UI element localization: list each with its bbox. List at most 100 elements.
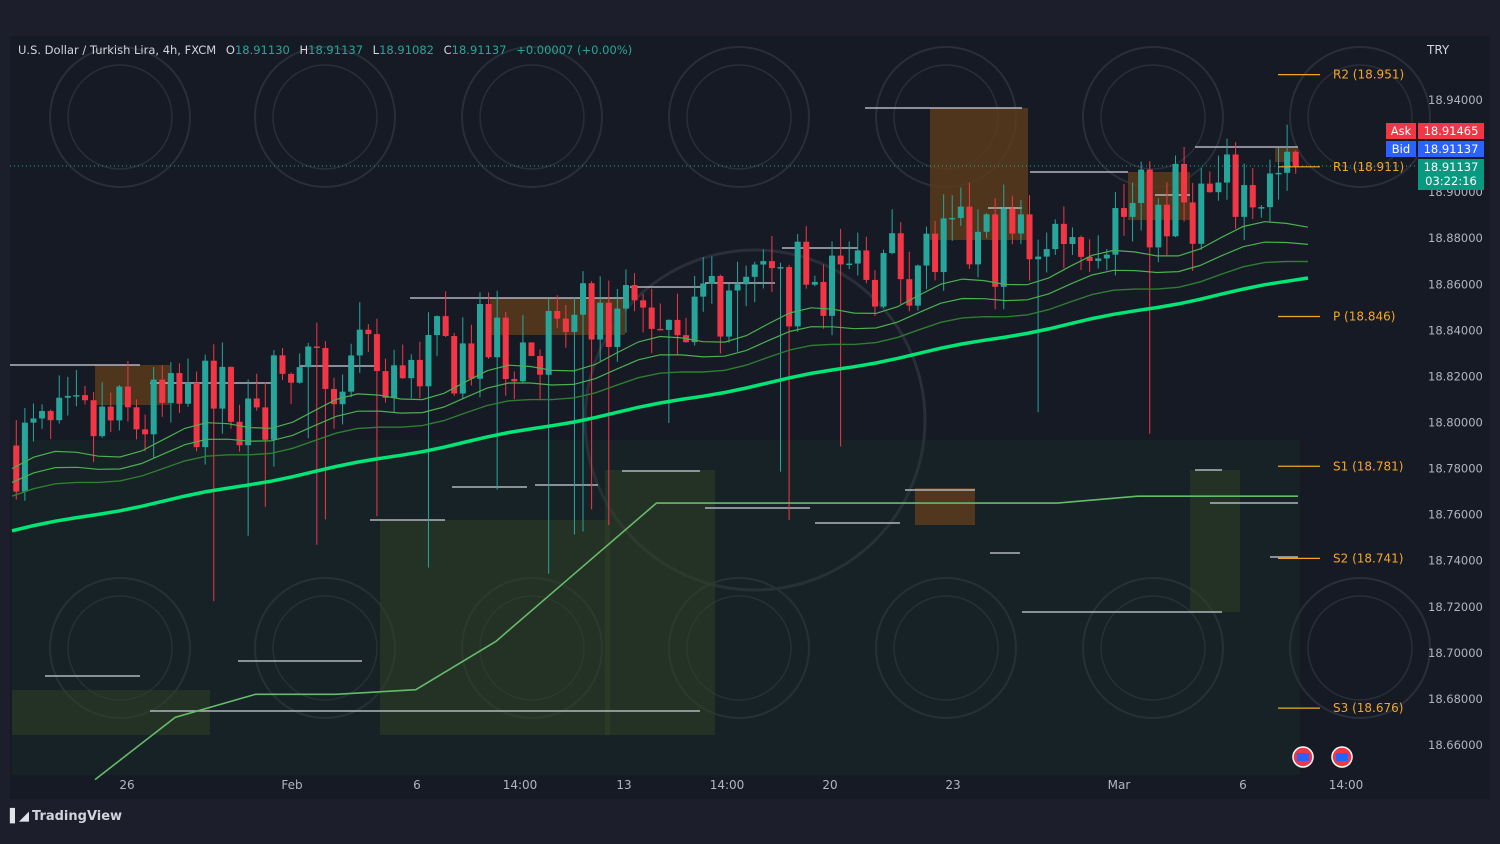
candle-body[interactable] [185,382,192,404]
candle-body[interactable] [537,355,544,375]
candle-body[interactable] [1009,208,1016,234]
tradingview-logo[interactable]: ▌◢ TradingView [10,809,122,824]
candle-body[interactable] [760,261,767,265]
candle-body[interactable] [434,316,441,336]
candle-body[interactable] [1241,185,1248,217]
candle-body[interactable] [408,359,415,379]
candle-body[interactable] [657,328,664,331]
candle-body[interactable] [846,263,853,266]
candle-body[interactable] [219,366,226,409]
candle-body[interactable] [382,371,389,398]
candle-body[interactable] [786,267,793,327]
price-chart[interactable]: R2 (18.951) R1 (18.911) P (18.846) S1 (18.7… [10,36,1490,799]
candle-body[interactable] [459,343,466,394]
candle-body[interactable] [949,217,956,220]
candle-body[interactable] [863,250,870,280]
candle-body[interactable] [373,334,380,372]
candle-body[interactable] [588,283,595,340]
candle-body[interactable] [1189,202,1196,244]
candle-body[interactable] [957,206,964,218]
candle-body[interactable] [1026,214,1033,260]
candle-body[interactable] [142,429,149,435]
candle-body[interactable] [1078,237,1085,257]
candle-body[interactable] [313,346,320,349]
candle-body[interactable] [1206,183,1213,193]
symbol-title[interactable]: U.S. Dollar / Turkish Lira, 4h, FXCM [18,43,217,57]
candle-body[interactable] [923,233,930,266]
candle-body[interactable] [391,365,398,398]
candle-body[interactable] [1284,151,1291,173]
candle-body[interactable] [159,379,166,403]
candle-body[interactable] [966,206,973,265]
candle-body[interactable] [468,343,475,379]
candle-body[interactable] [1266,173,1273,208]
candle-body[interactable] [399,365,406,379]
candle-body[interactable] [1198,183,1205,244]
candle-body[interactable] [193,382,200,448]
candle-body[interactable] [751,264,758,277]
candle-body[interactable] [580,283,587,315]
candle-body[interactable] [528,342,535,356]
candle-body[interactable] [708,275,715,284]
candle-body[interactable] [880,253,887,307]
candle-body[interactable] [322,348,329,389]
candle-body[interactable] [356,329,363,356]
candle-body[interactable] [640,300,647,308]
candle-body[interactable] [1163,204,1170,237]
candle-body[interactable] [1060,223,1067,244]
candle-body[interactable] [1052,223,1059,250]
candle-body[interactable] [416,359,423,387]
candle-body[interactable] [571,314,578,333]
candle-body[interactable] [30,418,37,423]
candle-body[interactable] [1292,151,1299,166]
candle-body[interactable] [1112,208,1119,255]
candle-body[interactable] [811,281,818,285]
candle-body[interactable] [837,255,844,265]
candle-body[interactable] [1224,154,1231,183]
candle-body[interactable] [90,400,97,437]
candle-body[interactable] [897,233,904,280]
candle-body[interactable] [330,388,338,405]
candle-body[interactable] [47,411,54,421]
candle-body[interactable] [562,318,569,333]
candle-body[interactable] [1103,254,1110,259]
candle-body[interactable] [73,395,80,397]
candle-body[interactable] [494,317,501,358]
candle-body[interactable] [1069,237,1076,244]
candle-body[interactable] [871,279,878,307]
candle-body[interactable] [1181,163,1188,203]
candle-body[interactable] [253,398,260,408]
candle-body[interactable] [734,284,741,291]
candle-body[interactable] [1035,256,1042,260]
candle-body[interactable] [829,255,836,316]
candle-body[interactable] [1086,256,1093,261]
candle-body[interactable] [674,319,681,336]
candle-body[interactable] [794,241,801,327]
candle-body[interactable] [974,231,982,265]
candle-body[interactable] [1129,202,1136,217]
candle-body[interactable] [1172,163,1179,237]
candle-body[interactable] [39,411,46,419]
candle-body[interactable] [1120,208,1127,217]
candle-body[interactable] [648,307,655,329]
candle-body[interactable] [940,218,947,273]
candle-body[interactable] [1249,185,1256,208]
candle-body[interactable] [854,250,861,264]
candle-body[interactable] [622,285,629,309]
candle-body[interactable] [597,302,604,340]
candle-body[interactable] [176,373,183,404]
candle-body[interactable] [270,355,277,440]
candle-body[interactable] [64,395,71,398]
candle-body[interactable] [81,395,88,401]
candle-body[interactable] [227,366,234,422]
candle-body[interactable] [1000,208,1007,287]
candle-body[interactable] [554,310,561,319]
candle-body[interactable] [1232,154,1239,217]
chart-pane[interactable]: R2 (18.951) R1 (18.911) P (18.846) S1 (18.7… [10,36,1490,799]
candle-body[interactable] [56,397,63,421]
candle-body[interactable] [700,283,707,297]
candle-body[interactable] [691,296,698,343]
candle-body[interactable] [820,281,827,316]
candle-body[interactable] [116,386,123,421]
candle-body[interactable] [1043,249,1050,257]
